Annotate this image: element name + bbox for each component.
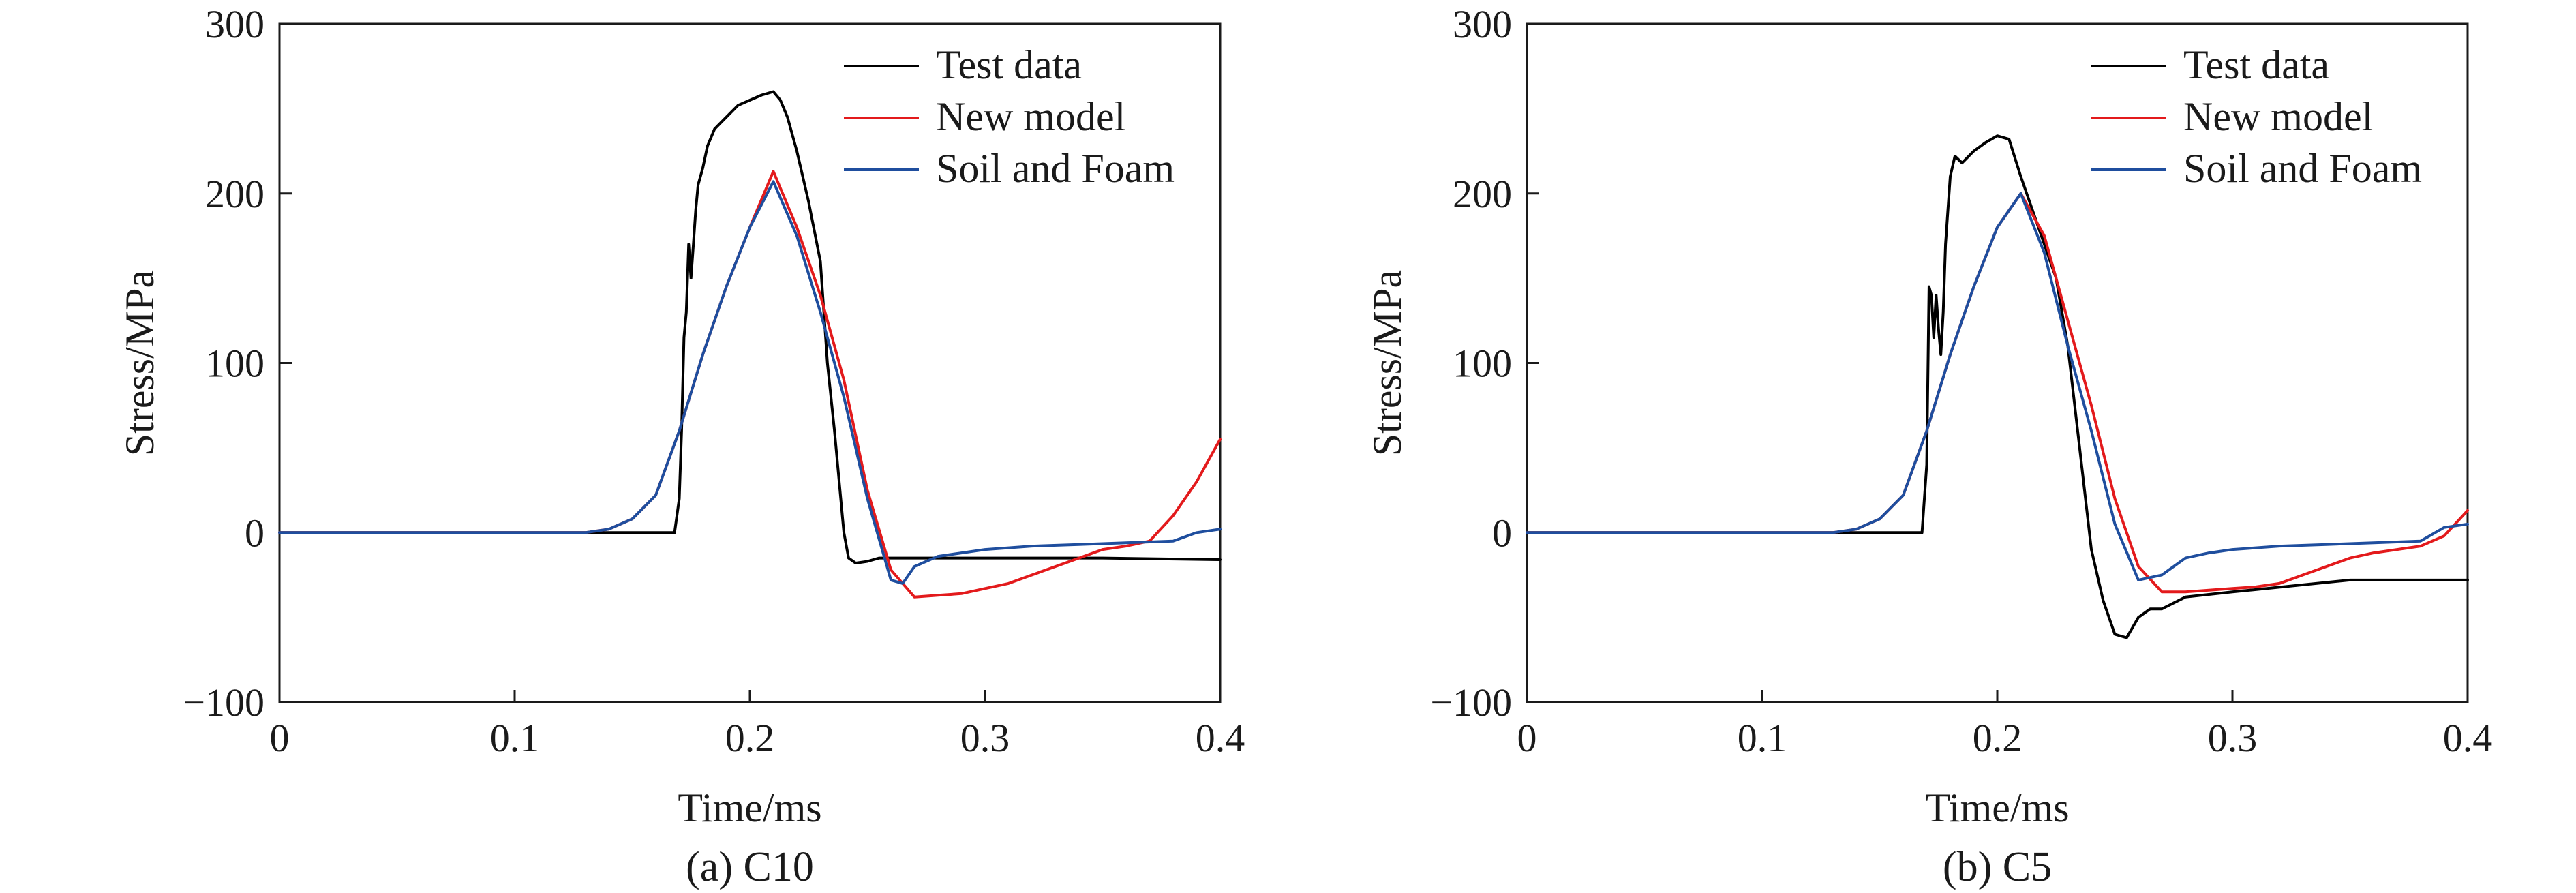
x-tick-label: 0 [1517,716,1537,760]
y-tick-label: 0 [1492,511,1512,555]
y-tick-label: 100 [1453,342,1512,386]
x-tick-label: 0.2 [725,716,775,760]
series-line-test-data [1526,134,2469,639]
chart-caption: (a) C10 [686,844,814,890]
y-tick-label: 0 [245,511,264,555]
y-tick-label: −100 [183,680,264,725]
x-axis-title: Time/ms [678,785,821,830]
x-tick-label: 0.3 [2208,716,2258,760]
legend: Test data New model Soil and Foam [2091,42,2422,191]
legend-label: New model [2183,94,2373,139]
x-tick-label: 0.2 [1973,716,2022,760]
x-axis-title: Time/ms [1925,785,2069,830]
y-tick-label: 200 [205,172,264,216]
y-tick-label: 100 [205,342,264,386]
legend-label: Test data [2183,42,2329,87]
x-tick-label: 0.1 [490,716,540,760]
y-axis-title: Stress/MPa [1365,270,1410,456]
y-tick-label: −100 [1430,680,1512,725]
chart-panel-1: 0 0.1 0.2 0.3 0.4−1000100200300Time/msStress… [1365,2,2492,890]
chart-caption: (b) C5 [1943,844,2052,890]
legend-label: New model [936,94,1125,139]
x-tick-label: 0 [270,716,290,760]
x-tick-label: 0.1 [1738,716,1787,760]
series-line-soil-and-foam [278,180,1222,585]
chart-panel-0: 0 0.1 0.2 0.3 0.4−1000100200300Time/msStress… [117,2,1245,890]
y-tick-label: 300 [205,2,264,46]
y-tick-label: 200 [1453,172,1512,216]
y-axis-title: Stress/MPa [117,270,162,456]
x-tick-label: 0.4 [1196,716,1245,760]
legend-label: Soil and Foam [2183,146,2422,191]
legend-label: Test data [936,42,1082,87]
series-line-soil-and-foam [1526,192,2469,581]
x-tick-label: 0.3 [960,716,1010,760]
x-tick-label: 0.4 [2443,716,2493,760]
legend: Test data New model Soil and Foam [844,42,1175,191]
series-line-test-data [278,90,1222,564]
y-tick-label: 300 [1453,2,1512,46]
legend-label: Soil and Foam [936,146,1175,191]
